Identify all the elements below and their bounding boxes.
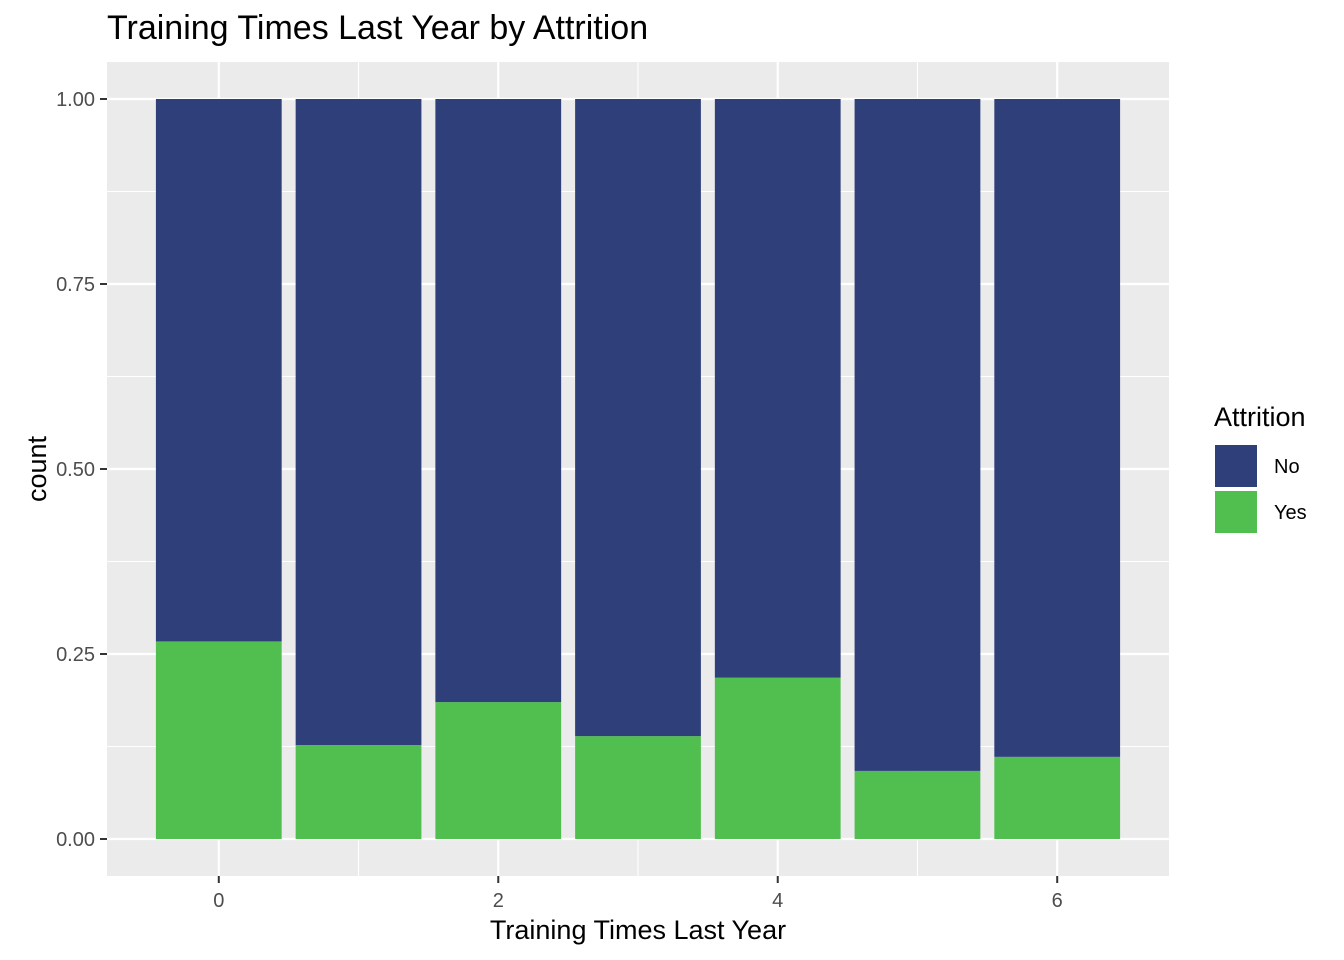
bars xyxy=(155,99,1121,839)
x-tick-label: 0 xyxy=(213,890,224,912)
y-axis: 0.00 0.25 0.50 0.75 1.00 xyxy=(56,89,107,851)
legend-key-no xyxy=(1213,443,1259,489)
y-tick-label: 0.25 xyxy=(56,644,95,666)
chart-title: Training Times Last Year by Attrition xyxy=(107,9,648,47)
x-tick-label: 6 xyxy=(1052,890,1063,912)
bar-yes-2 xyxy=(435,702,562,839)
y-tick-label: 0.00 xyxy=(56,829,95,851)
bar-no-2 xyxy=(435,99,562,703)
bar-yes-3 xyxy=(575,736,701,839)
x-axis: 0 2 4 6 xyxy=(213,876,1063,912)
bar-yes-6 xyxy=(994,756,1121,839)
legend-label-no: No xyxy=(1274,456,1300,478)
bar-yes-1 xyxy=(295,745,422,839)
x-tick-label: 2 xyxy=(493,890,504,912)
bar-no-1 xyxy=(295,99,422,746)
x-tick-label: 4 xyxy=(772,890,783,912)
bar-no-0 xyxy=(155,99,282,642)
bar-yes-4 xyxy=(714,677,841,839)
bar-no-4 xyxy=(714,99,841,678)
bar-no-5 xyxy=(854,99,981,771)
bar-no-3 xyxy=(575,99,701,737)
y-tick-label: 1.00 xyxy=(56,89,95,111)
legend-title: Attrition xyxy=(1214,402,1306,432)
y-tick-label: 0.50 xyxy=(56,459,95,481)
y-axis-title: count xyxy=(22,435,52,502)
legend-key-yes xyxy=(1213,489,1259,535)
legend: Attrition No Yes xyxy=(1213,402,1307,535)
x-axis-title: Training Times Last Year xyxy=(490,915,786,945)
bar-yes-0 xyxy=(155,641,282,839)
bar-no-6 xyxy=(994,99,1121,757)
legend-label-yes: Yes xyxy=(1274,502,1307,524)
bar-yes-5 xyxy=(854,770,981,839)
y-tick-label: 0.75 xyxy=(56,274,95,296)
